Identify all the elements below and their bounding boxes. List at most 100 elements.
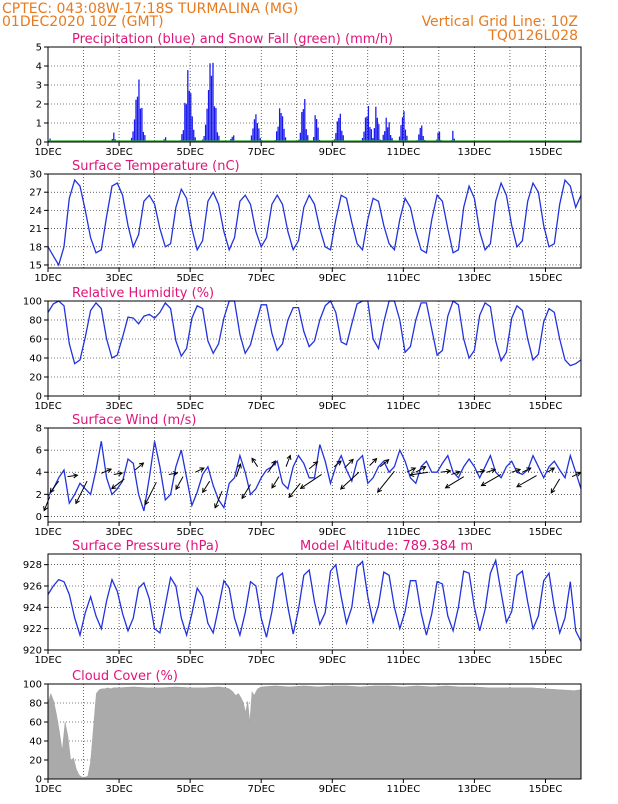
rh-xtick-label: 15DEC	[529, 401, 563, 412]
rh-frame	[48, 301, 581, 396]
temp-ytick-label: 15	[29, 260, 42, 271]
rh-xtick-label: 7DEC	[248, 401, 275, 412]
precip-bar	[214, 106, 215, 142]
pressure-xtick-label: 1DEC	[34, 655, 61, 666]
precip-xtick-label: 3DEC	[105, 147, 132, 158]
pressure-ytick-label: 926	[23, 582, 42, 593]
cloud-xtick-label: 1DEC	[34, 784, 61, 795]
precip-bar	[317, 128, 318, 142]
temp-xtick-label: 9DEC	[319, 273, 346, 284]
precip-bar	[258, 128, 259, 142]
pressure-ytick-label: 922	[23, 624, 42, 635]
precip-bar	[187, 70, 188, 142]
rh-xtick-label: 3DEC	[105, 401, 132, 412]
header-model-code: TQ0126L028	[487, 28, 578, 44]
precip-bar	[212, 63, 213, 142]
precip-bar	[193, 130, 194, 142]
precip-bar	[189, 91, 190, 142]
precip-bar	[340, 114, 341, 142]
precip-bar	[378, 124, 379, 142]
rh-xtick-label: 5DEC	[176, 401, 203, 412]
wind-xtick-label: 1DEC	[34, 527, 61, 538]
cloud-ytick-label: 20	[29, 756, 42, 767]
pressure-xtick-label: 9DEC	[319, 655, 346, 666]
precip-bar	[368, 106, 369, 142]
precip-bar	[341, 131, 342, 142]
wind-ytick-label: 8	[36, 424, 42, 435]
pressure-ytick-label: 928	[23, 560, 42, 571]
wind-vector-shaft	[481, 474, 501, 485]
pressure-xtick-label: 7DEC	[248, 655, 275, 666]
precip-bar	[280, 113, 281, 142]
precip-bar	[141, 108, 142, 142]
precip-bar	[452, 131, 453, 142]
pressure-xtick-label: 11DEC	[386, 655, 420, 666]
precip-bar	[255, 114, 256, 142]
cloud-xtick-label: 7DEC	[248, 784, 275, 795]
precip-ytick-label: 2	[36, 100, 42, 111]
wind-vector-shaft	[289, 483, 300, 497]
pressure-xtick-label: 5DEC	[176, 655, 203, 666]
precip-bar	[252, 128, 253, 142]
precip-bar	[369, 127, 370, 142]
temp-ytick-label: 27	[29, 188, 42, 199]
cloud-xtick-label: 13DEC	[458, 784, 492, 795]
rh-ytick-label: 80	[29, 316, 42, 327]
wind-vector-shaft	[551, 479, 559, 493]
precip-bar	[402, 117, 403, 142]
precip-ytick-label: 3	[36, 81, 42, 92]
temp-xtick-label: 13DEC	[458, 273, 492, 284]
pressure-xtick-label: 3DEC	[105, 655, 132, 666]
precip-ytick-label: 4	[36, 62, 42, 73]
precip-bar	[277, 127, 278, 142]
wind-xtick-label: 7DEC	[248, 527, 275, 538]
precip-bar	[315, 115, 316, 142]
precip-xtick-label: 1DEC	[34, 147, 61, 158]
temp-xtick-label: 7DEC	[248, 273, 275, 284]
rh-ytick-label: 100	[23, 297, 42, 308]
precip-bar	[389, 122, 390, 142]
temp-ytick-label: 18	[29, 242, 42, 253]
wind-vector-shaft	[378, 471, 395, 492]
precip-bar	[205, 125, 206, 142]
precip-xtick-label: 5DEC	[176, 147, 203, 158]
cloud-xtick-label: 11DEC	[386, 784, 420, 795]
precip-bar	[206, 109, 207, 142]
precip-title: Precipitation (blue) and Snow Fall (gree…	[72, 32, 393, 47]
wind-vector-shaft	[301, 474, 322, 488]
temp-xtick-label: 5DEC	[176, 273, 203, 284]
precip-bar	[405, 130, 406, 142]
precip-bar	[387, 127, 388, 142]
precip-bar	[338, 118, 339, 142]
precip-bar	[400, 125, 401, 142]
precip-bar	[420, 128, 421, 142]
precip-bar	[276, 131, 277, 142]
cloud-ytick-label: 40	[29, 737, 42, 748]
precip-ytick-label: 1	[36, 119, 42, 130]
precip-bar	[386, 118, 387, 142]
rh-ytick-label: 20	[29, 373, 42, 384]
cloud-xtick-label: 15DEC	[529, 784, 563, 795]
precip-bar	[283, 129, 284, 142]
precip-bar	[186, 104, 187, 142]
wind-xtick-label: 5DEC	[176, 527, 203, 538]
precip-xtick-label: 13DEC	[458, 147, 492, 158]
precip-bar	[365, 118, 366, 142]
precip-bars	[48, 63, 455, 142]
precip-bar	[301, 112, 302, 142]
precip-bar	[137, 97, 138, 142]
temp-xtick-label: 3DEC	[105, 273, 132, 284]
precip-xtick-label: 7DEC	[248, 147, 275, 158]
wind-vector-shaft	[341, 472, 359, 489]
precip-bar	[184, 103, 185, 142]
wind-title: Surface Wind (m/s)	[72, 413, 196, 428]
rh-title: Relative Humidity (%)	[72, 286, 214, 301]
precip-xtick-label: 9DEC	[319, 147, 346, 158]
wind-xtick-label: 9DEC	[319, 527, 346, 538]
wind-ytick-label: 2	[36, 490, 42, 501]
cloud-ytick-label: 100	[23, 680, 42, 691]
